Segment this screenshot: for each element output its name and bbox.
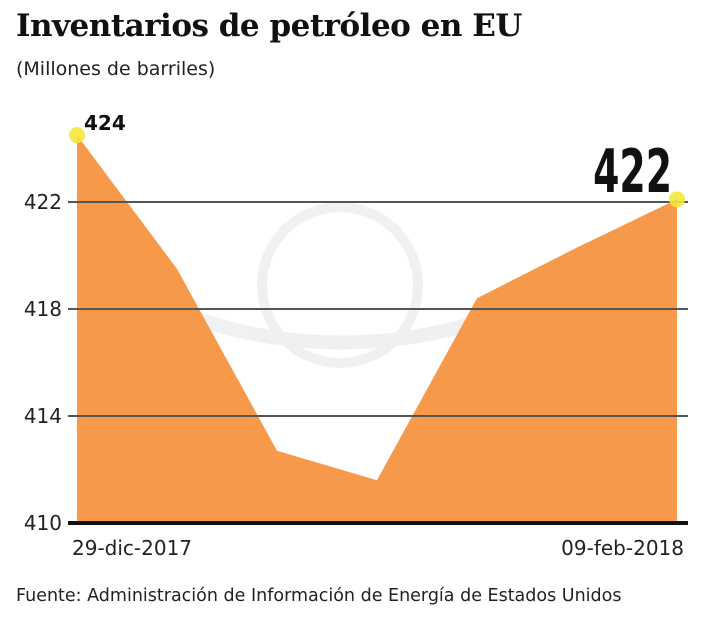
x-tick-label-start: 29-dic-2017 (72, 536, 192, 560)
chart-title: Inventarios de petróleo en EU (16, 8, 522, 44)
annotation-end-value: 422 (593, 138, 672, 208)
y-tick-label-418: 418 (24, 297, 62, 321)
data-point-marker (669, 191, 685, 208)
data-point-marker (69, 127, 85, 144)
watermark-logo (182, 202, 503, 368)
y-tick-label-410: 410 (24, 511, 62, 535)
chart-subtitle: (Millones de barriles) (16, 58, 216, 80)
area-series-fill (77, 135, 677, 523)
y-tick-label-414: 414 (24, 404, 62, 428)
y-tick-label-422: 422 (24, 190, 62, 214)
source-note: Fuente: Administración de Información de… (16, 586, 622, 606)
annotation-start-value: 424 (84, 111, 126, 135)
x-tick-label-end: 09-feb-2018 (561, 536, 684, 560)
